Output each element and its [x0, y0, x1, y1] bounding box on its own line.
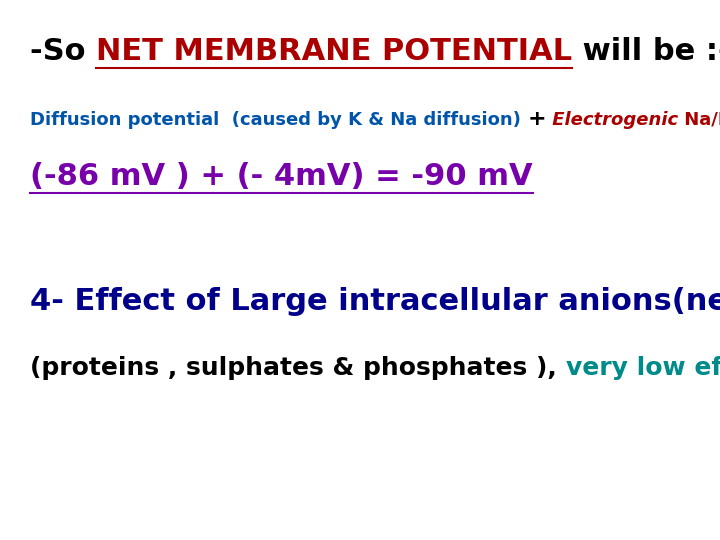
- Text: +: +: [527, 109, 546, 129]
- Text: (-86 mV ) + (- 4mV) = -90 mV: (-86 mV ) + (- 4mV) = -90 mV: [30, 162, 533, 191]
- Text: 4- Effect of Large intracellular anions(negative ions): 4- Effect of Large intracellular anions(…: [30, 287, 720, 316]
- Text: NET MEMBRANE POTENTIAL: NET MEMBRANE POTENTIAL: [96, 37, 572, 66]
- Text: will be :-: will be :-: [572, 37, 720, 66]
- Text: Diffusion potential  (caused by K & Na diffusion): Diffusion potential (caused by K & Na di…: [30, 111, 527, 129]
- Text: very low effect.: very low effect.: [565, 356, 720, 380]
- Text: -So: -So: [30, 37, 96, 66]
- Text: (proteins , sulphates & phosphates ),: (proteins , sulphates & phosphates ),: [30, 356, 565, 380]
- Text: Electrogenic: Electrogenic: [546, 111, 678, 129]
- Text: Na/K pump: Na/K pump: [678, 111, 720, 129]
